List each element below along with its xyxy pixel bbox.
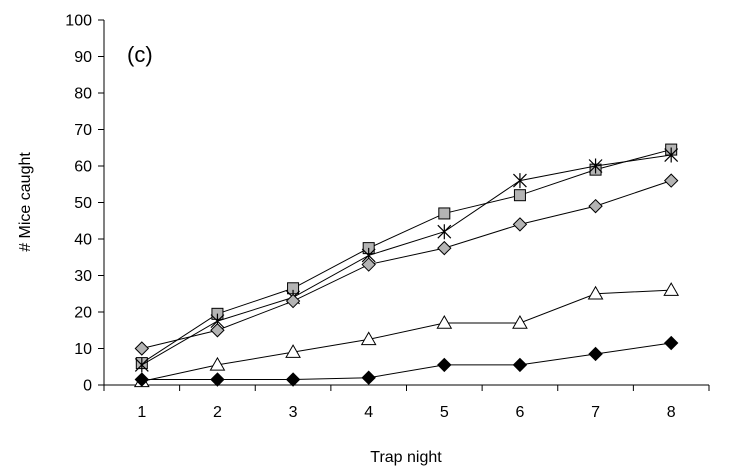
x-axis-ticks: 1 2 3 4 5 6 7 8: [103, 385, 710, 421]
data-point-star: [664, 147, 679, 163]
data-point-triangle: [587, 285, 604, 300]
y-tick-label: 40: [74, 232, 92, 249]
data-point-triangle: [285, 344, 301, 358]
data-point-square: [438, 207, 451, 220]
data-point-diamond: [588, 198, 603, 214]
x-axis-title: Trap night: [370, 449, 442, 466]
data-point-diamond: [134, 372, 150, 387]
y-axis-title: # Mice caught: [17, 152, 34, 252]
x-tick-label: 3: [289, 404, 298, 421]
data-point-diamond: [210, 372, 225, 387]
data-point-diamond: [663, 173, 679, 188]
data-point-diamond: [361, 370, 376, 385]
x-tick-label: 7: [591, 404, 600, 421]
y-tick-label: 50: [74, 195, 92, 212]
y-tick-label: 90: [74, 49, 92, 66]
data-point-triangle: [663, 282, 680, 296]
x-tick-label: 6: [515, 404, 524, 421]
series-3: [134, 173, 679, 356]
data-point-square: [513, 189, 526, 202]
x-tick-label: 4: [364, 404, 373, 421]
series-layer: [133, 143, 680, 388]
data-point-star: [437, 224, 452, 240]
y-tick-label: 10: [74, 341, 92, 358]
data-point-diamond: [210, 323, 225, 338]
plot-area: 0 10 20 30 40 50 60 70 80 90 100 1 2 3 4 5 6 7 8: [65, 13, 710, 421]
data-point-diamond: [134, 341, 150, 356]
data-point-diamond: [437, 357, 452, 373]
data-point-diamond: [512, 357, 528, 373]
x-tick-label: 1: [137, 404, 146, 421]
series-line: [141, 180, 672, 349]
y-tick-label: 70: [74, 122, 92, 139]
x-tick-label: 8: [667, 404, 676, 421]
data-point-diamond: [512, 217, 528, 232]
data-point-diamond: [663, 335, 679, 351]
y-tick-label: 80: [74, 86, 92, 103]
data-point-diamond: [361, 257, 376, 272]
data-point-diamond: [285, 293, 301, 309]
y-tick-label: 30: [74, 268, 92, 285]
data-point-triangle: [360, 331, 377, 346]
series-line: [141, 149, 672, 364]
y-tick-label: 0: [83, 378, 92, 395]
x-tick-label: 5: [440, 404, 449, 421]
y-tick-label: 100: [65, 13, 92, 30]
series-line: [141, 289, 672, 382]
data-point-star: [513, 173, 527, 189]
series-4: [133, 282, 680, 388]
series-line: [141, 342, 672, 381]
series-2: [134, 147, 679, 373]
y-tick-label: 60: [74, 159, 92, 176]
series-5: [134, 335, 679, 387]
data-point-triangle: [209, 356, 226, 371]
y-axis-ticks: 0 10 20 30 40 50 60 70 80 90 100: [65, 13, 104, 395]
panel-label: (c): [127, 42, 153, 67]
data-point-triangle: [436, 314, 453, 329]
series-line: [141, 154, 672, 366]
data-point-star: [134, 357, 149, 373]
data-point-diamond: [437, 240, 452, 256]
y-tick-label: 20: [74, 305, 92, 322]
x-tick-label: 2: [213, 404, 222, 421]
data-point-diamond: [285, 372, 301, 387]
data-point-triangle: [512, 314, 528, 329]
data-point-diamond: [588, 346, 603, 362]
data-point-star: [588, 158, 603, 174]
